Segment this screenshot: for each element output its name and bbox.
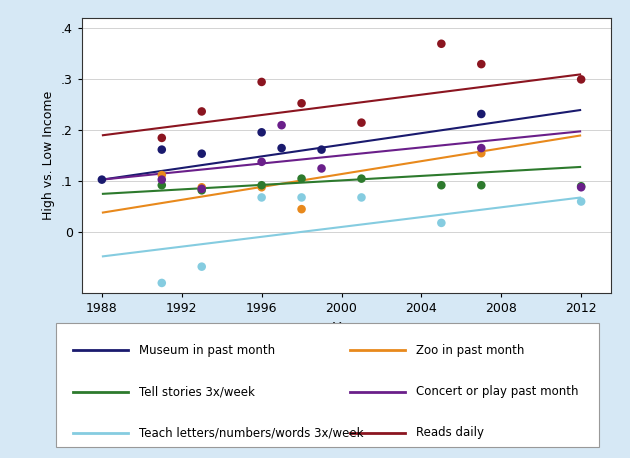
- Point: [576, 183, 586, 190]
- Point: [437, 40, 447, 48]
- FancyBboxPatch shape: [56, 323, 599, 447]
- Point: [437, 181, 447, 189]
- Point: [297, 206, 307, 213]
- Text: Concert or play past month: Concert or play past month: [416, 385, 579, 398]
- Y-axis label: High vs. Low Income: High vs. Low Income: [42, 91, 55, 220]
- Point: [297, 175, 307, 182]
- Point: [357, 194, 367, 201]
- Text: Museum in past month: Museum in past month: [139, 344, 275, 357]
- Point: [357, 175, 367, 182]
- Point: [256, 184, 266, 191]
- Point: [476, 149, 486, 157]
- Point: [256, 78, 266, 86]
- Point: [197, 150, 207, 158]
- Point: [576, 184, 586, 191]
- Point: [576, 76, 586, 83]
- Point: [157, 146, 167, 153]
- Point: [97, 176, 107, 183]
- Point: [357, 119, 367, 126]
- Point: [157, 176, 167, 183]
- Point: [576, 198, 586, 205]
- X-axis label: Year: Year: [332, 321, 361, 335]
- Text: Teach letters/numbers/words 3x/week: Teach letters/numbers/words 3x/week: [139, 426, 364, 439]
- Point: [157, 134, 167, 142]
- Point: [316, 146, 326, 153]
- Text: Zoo in past month: Zoo in past month: [416, 344, 525, 357]
- Point: [256, 129, 266, 136]
- Point: [277, 144, 287, 152]
- Point: [437, 219, 447, 227]
- Point: [297, 100, 307, 107]
- Point: [476, 60, 486, 68]
- Point: [157, 181, 167, 189]
- Point: [256, 194, 266, 201]
- Point: [197, 184, 207, 191]
- Point: [277, 121, 287, 129]
- Point: [316, 165, 326, 172]
- Text: Reads daily: Reads daily: [416, 426, 484, 439]
- Point: [197, 263, 207, 270]
- Point: [256, 181, 266, 189]
- Point: [476, 181, 486, 189]
- Text: Tell stories 3x/week: Tell stories 3x/week: [139, 385, 255, 398]
- Point: [256, 158, 266, 165]
- Point: [476, 144, 486, 152]
- Point: [197, 108, 207, 115]
- Point: [197, 185, 207, 192]
- Point: [476, 110, 486, 118]
- Point: [297, 194, 307, 201]
- Point: [197, 187, 207, 194]
- Point: [157, 279, 167, 287]
- Point: [157, 171, 167, 179]
